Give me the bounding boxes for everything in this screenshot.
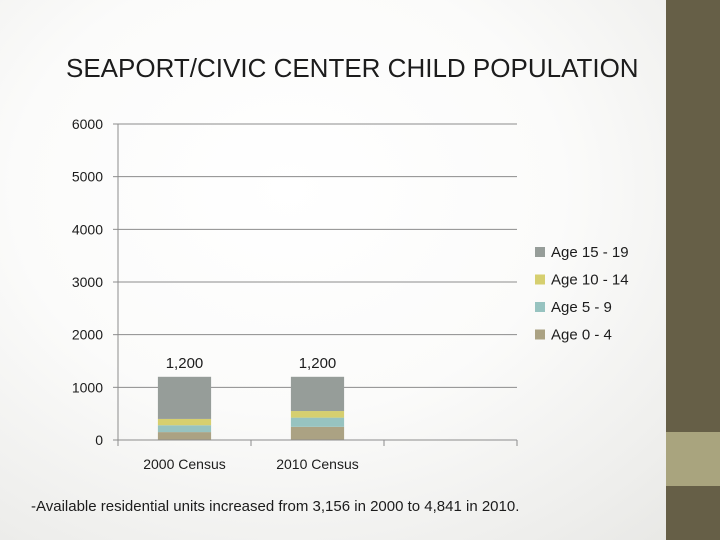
- bar-segment: [290, 417, 345, 427]
- category-label: 2000 Census: [143, 456, 226, 472]
- y-tick-label: 2000: [72, 327, 103, 343]
- slide-title: SEAPORT/CIVIC CENTER CHILD POPULATION: [66, 53, 639, 83]
- bar-segment: [157, 376, 212, 419]
- legend-swatch: [535, 274, 545, 285]
- legend-swatch: [535, 302, 545, 312]
- legend: Age 15 - 19 Age 10 - 14 Age 5 - 9 Age 0 - 4: [535, 244, 629, 344]
- legend-swatch: [535, 329, 545, 340]
- data-labels: 1,200 1,200: [166, 355, 337, 372]
- bar-segment: [290, 411, 345, 418]
- side-bar-segment-top: [666, 0, 720, 432]
- x-axis: [117, 124, 518, 446]
- category-label: 2010 Census: [276, 456, 359, 472]
- side-bar-segment-bottom: [666, 486, 720, 540]
- y-axis-ticks: 0 1000 2000 3000 4000 5000 6000: [72, 116, 118, 448]
- y-tick-label: 4000: [72, 221, 103, 237]
- bars: [157, 376, 345, 440]
- y-tick-label: 0: [95, 432, 103, 448]
- y-tick-label: 5000: [72, 169, 103, 185]
- bar-segment: [157, 432, 212, 440]
- bar-segment: [290, 426, 345, 440]
- side-bar-segment-accent: [666, 432, 720, 486]
- bar-segment: [157, 425, 212, 433]
- decorative-side-bar: [666, 0, 720, 540]
- legend-label: Age 10 - 14: [551, 272, 629, 289]
- legend-label: Age 0 - 4: [551, 327, 612, 344]
- y-tick-label: 6000: [72, 116, 103, 132]
- bar-segment: [290, 376, 345, 412]
- gridlines: [118, 123, 517, 388]
- y-tick-label: 3000: [72, 274, 103, 290]
- category-labels: 2000 Census 2010 Census: [143, 456, 359, 472]
- footnote: -Available residential units increased f…: [31, 498, 520, 515]
- legend-label: Age 15 - 19: [551, 244, 629, 261]
- y-tick-label: 1000: [72, 379, 103, 395]
- legend-label: Age 5 - 9: [551, 299, 612, 316]
- bar-total-label: 1,200: [166, 355, 204, 372]
- bar-segment: [157, 418, 212, 426]
- legend-swatch: [535, 247, 545, 257]
- bar-total-label: 1,200: [299, 355, 337, 372]
